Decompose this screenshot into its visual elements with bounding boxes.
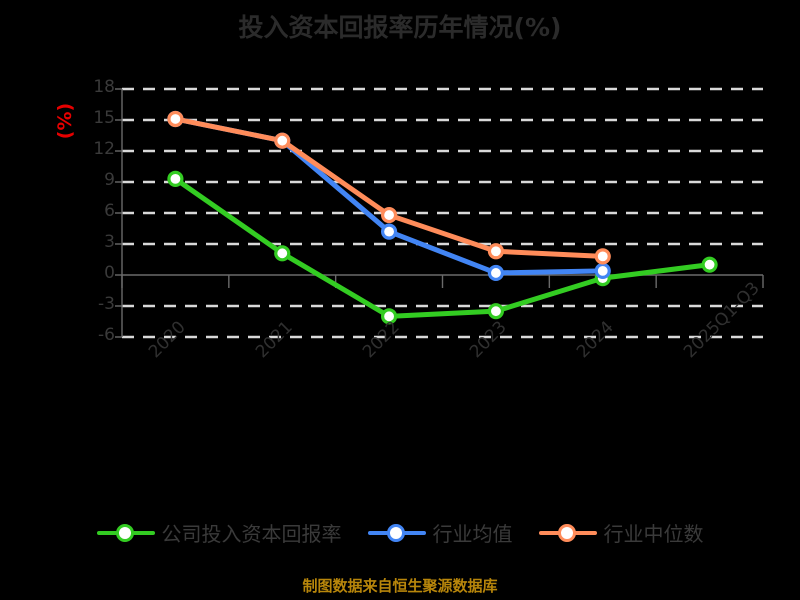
legend-item[interactable]: 行业中位数	[538, 518, 704, 547]
legend-swatch-icon	[538, 522, 597, 544]
legend-label: 行业均值	[432, 522, 513, 546]
y-axis-tick-label: 6	[104, 201, 115, 221]
series-marker	[274, 245, 291, 262]
y-axis-tick-label: 9	[104, 170, 115, 190]
y-axis-tick-label: 12	[93, 139, 115, 159]
x-axis-ticks	[121, 275, 764, 288]
y-axis-tick-label: -3	[98, 294, 115, 314]
y-axis-tick-label: 0	[104, 263, 115, 283]
series-marker	[487, 303, 505, 320]
y-axis-tick-label: 3	[104, 232, 115, 252]
chart-legend: 公司投入资本回报率 行业均值 行业中位数	[0, 518, 800, 547]
chart-title: 投入资本回报率历年情况(%)	[238, 13, 562, 42]
series-marker	[380, 308, 398, 325]
legend-label: 行业中位数	[603, 522, 704, 546]
series-marker	[487, 243, 505, 260]
series-marker	[487, 264, 505, 282]
legend-item[interactable]: 公司投入资本回报率	[96, 518, 342, 547]
series-marker	[594, 248, 611, 265]
legend-item[interactable]: 行业均值	[367, 518, 513, 547]
series-marker	[701, 256, 718, 273]
series-markers	[167, 110, 718, 325]
series-marker	[167, 170, 184, 187]
legend-swatch-icon	[96, 522, 155, 544]
gridlines	[122, 87, 763, 339]
y-axis-tick-labels: 18 15 12 9 6 3 0 -3 -6	[70, 0, 115, 600]
series-marker	[594, 262, 611, 279]
y-axis-tick-label: -6	[98, 325, 115, 345]
series-marker	[274, 132, 291, 149]
series-line	[172, 116, 606, 276]
series-line	[172, 176, 713, 319]
y-axis-tick-label: 18	[93, 77, 115, 97]
legend-label: 公司投入资本回报率	[161, 522, 342, 546]
footer-source-note: 制图数据来自恒生聚源数据库	[302, 577, 498, 595]
y-axis-tick-label: 15	[93, 108, 115, 128]
series-marker	[380, 223, 398, 240]
legend-swatch-icon	[367, 522, 426, 544]
series-marker	[167, 110, 184, 128]
series-marker	[380, 206, 398, 224]
